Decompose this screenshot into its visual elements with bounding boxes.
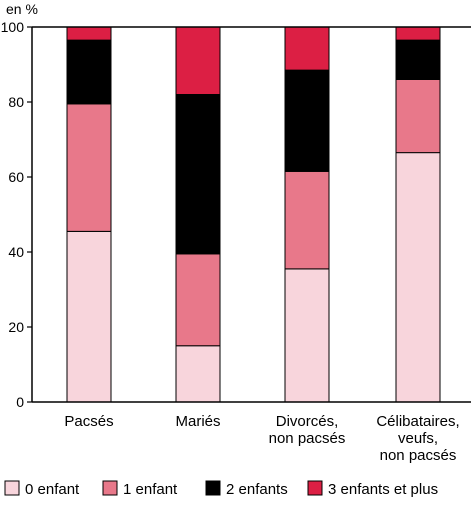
axes-layer — [31, 26, 471, 403]
y-tick-label: 100 — [1, 19, 25, 35]
bar-segment-3-2 — [284, 170, 330, 270]
y-tick-label: 0 — [16, 394, 24, 410]
bar-segment-4-4 — [395, 26, 441, 41]
legend-label: 0 enfant — [25, 481, 80, 498]
bar-segment-3-1 — [284, 268, 330, 403]
bar-segment-3-4 — [284, 26, 330, 71]
bar-segment-2-4 — [175, 26, 221, 95]
y-tick-label: 80 — [8, 94, 24, 110]
bar-segment-2-3 — [175, 94, 221, 255]
bar-segment-1-4 — [66, 26, 112, 41]
bar-segment-1-3 — [66, 39, 112, 105]
bar-segment-1-1 — [66, 230, 112, 403]
legend-swatch — [102, 480, 118, 496]
x-tick-label: Célibataires, — [376, 413, 459, 430]
bar-segment-4-1 — [395, 152, 441, 403]
x-tick-label: Mariés — [175, 413, 220, 430]
y-ticks: 0 20 40 60 80 100 — [1, 19, 32, 410]
bar-segment-3-3 — [284, 69, 330, 172]
bar-segment-1-2 — [66, 103, 112, 232]
legend-swatch — [307, 480, 323, 496]
legend-label: 1 enfant — [123, 481, 178, 498]
y-axis-label: en % — [6, 1, 38, 17]
y-tick-label: 20 — [8, 319, 24, 335]
x-tick-label: Divorcés, — [276, 413, 339, 430]
bars-layer — [66, 26, 441, 403]
bar-segment-2-2 — [175, 253, 221, 347]
x-tick-label: non pacsés — [380, 447, 457, 464]
bar-segment-4-2 — [395, 79, 441, 154]
legend-label: 2 enfants — [226, 481, 288, 498]
x-tick-label: non pacsés — [269, 430, 346, 447]
bar-segment-4-3 — [395, 39, 441, 80]
y-tick-label: 60 — [8, 169, 24, 185]
legend-label: 3 enfants et plus — [328, 481, 438, 498]
y-tick-label: 40 — [8, 244, 24, 260]
x-tick-label: veufs, — [398, 430, 438, 447]
legend: 0 enfant 1 enfant 2 enfants 3 enfants et pl… — [4, 480, 438, 498]
x-tick-label: Pacsés — [64, 413, 113, 430]
x-tick-labels: Pacsés Mariés Divorcés,non pacsésCélibatai… — [64, 413, 459, 464]
legend-swatch — [4, 480, 20, 496]
bar-segment-2-1 — [175, 345, 221, 403]
legend-swatch — [205, 480, 221, 496]
